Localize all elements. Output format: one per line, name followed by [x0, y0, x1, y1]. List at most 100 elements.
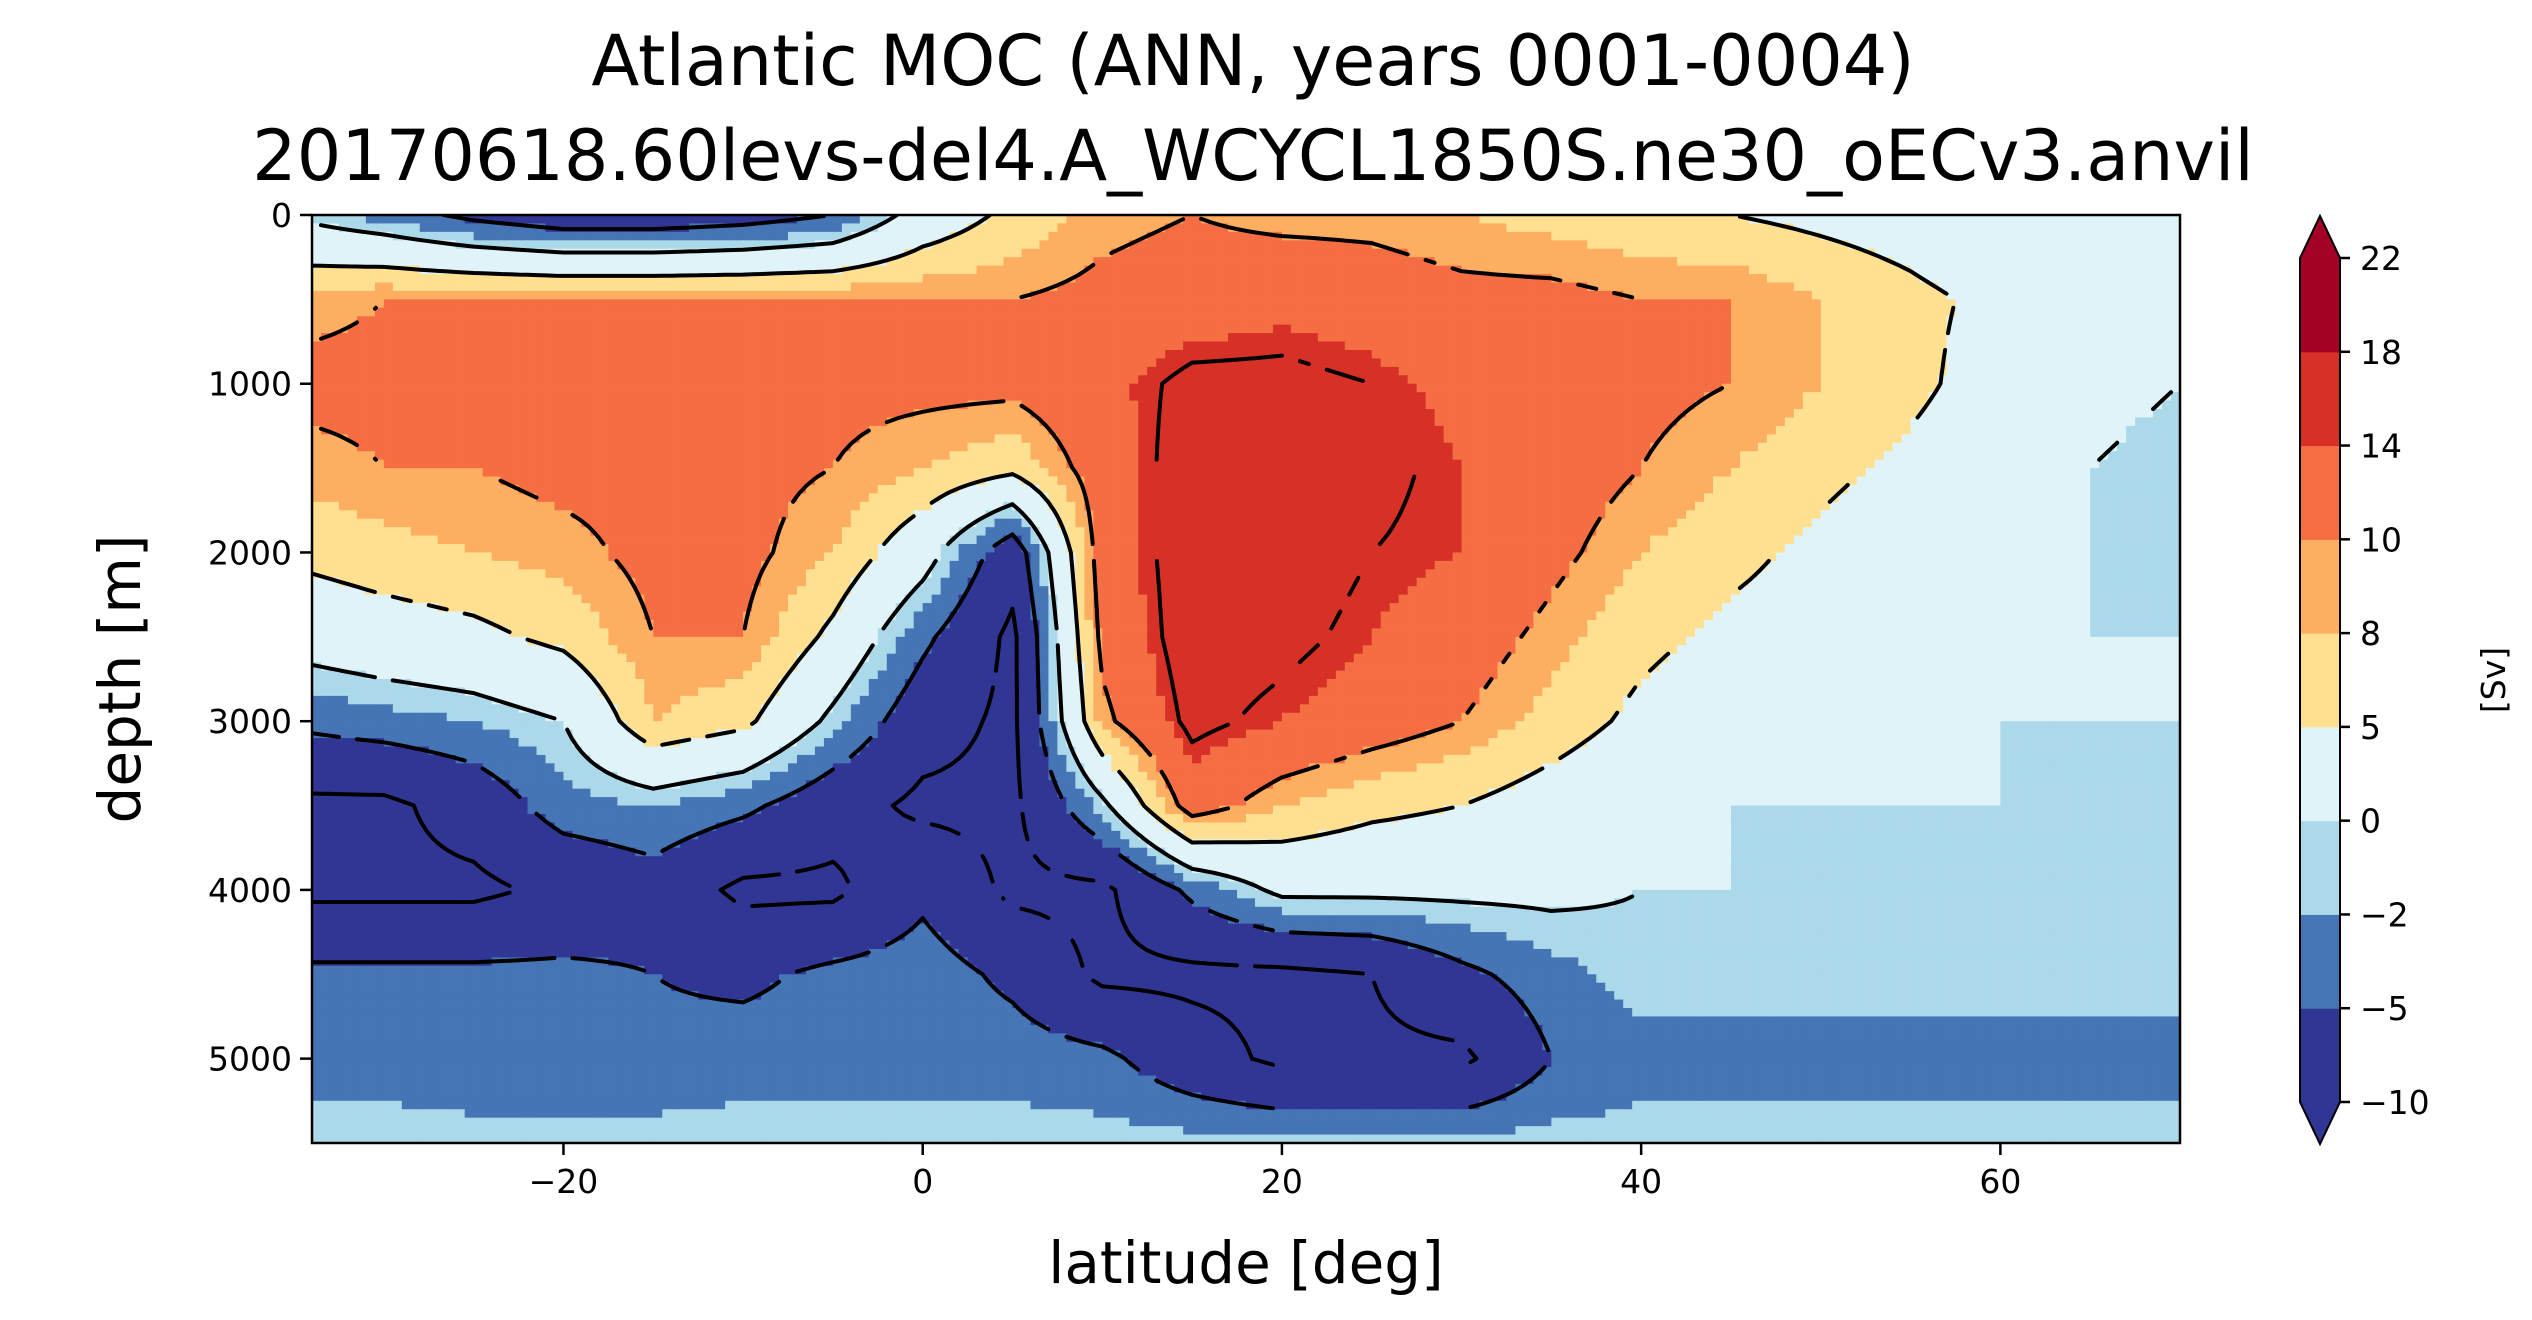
heatmap-cell — [986, 257, 996, 266]
heatmap-cell — [456, 223, 466, 232]
heatmap-cell — [1686, 257, 1696, 266]
heatmap-cell — [905, 266, 915, 275]
heatmap-cell — [1354, 282, 1364, 291]
heatmap-cell — [1210, 282, 1220, 291]
heatmap-cell — [563, 257, 573, 266]
heatmap-cell — [1327, 282, 1337, 291]
heatmap-cell — [914, 215, 924, 224]
heatmap-cell — [959, 215, 969, 224]
heatmap-cell — [2126, 282, 2136, 291]
heatmap-cell — [986, 223, 996, 232]
heatmap-cell — [1021, 249, 1031, 258]
heatmap-cell — [1246, 266, 1256, 275]
heatmap-cell — [1785, 266, 1795, 275]
heatmap-cell — [1013, 232, 1023, 241]
heatmap-cell — [1749, 223, 1759, 232]
heatmap-cell — [402, 240, 412, 249]
heatmap-cell — [2009, 215, 2019, 224]
heatmap-cell — [914, 232, 924, 241]
heatmap-cell — [1390, 232, 1400, 241]
heatmap-cell — [923, 274, 933, 283]
heatmap-cell — [1030, 257, 1040, 266]
heatmap-cell — [402, 249, 412, 258]
heatmap-cell — [1884, 215, 1894, 224]
heatmap-cell — [1273, 223, 1283, 232]
heatmap-cell — [1542, 232, 1552, 241]
heatmap-cell — [1695, 274, 1705, 283]
heatmap-cell — [1066, 232, 1076, 241]
heatmap-cell — [1300, 249, 1310, 258]
heatmap-cell — [1417, 249, 1427, 258]
heatmap-cell — [2153, 223, 2163, 232]
heatmap-cell — [653, 291, 663, 300]
heatmap-cell — [2063, 249, 2073, 258]
heatmap-cell — [779, 274, 789, 283]
heatmap-cell — [986, 266, 996, 275]
heatmap-cell — [653, 240, 663, 249]
heatmap-cell — [1767, 240, 1777, 249]
heatmap-cell — [1111, 274, 1121, 283]
heatmap-cell — [1569, 240, 1579, 249]
heatmap-cell — [752, 257, 762, 266]
heatmap-cell — [1812, 240, 1822, 249]
heatmap-cell — [1893, 232, 1903, 241]
heatmap-cell — [1991, 257, 2001, 266]
heatmap-cell — [878, 232, 888, 241]
heatmap-cell — [1749, 232, 1759, 241]
heatmap-cell — [375, 215, 385, 224]
heatmap-cell — [1372, 266, 1382, 275]
heatmap-cell — [1246, 282, 1256, 291]
heatmap-cell — [662, 266, 672, 275]
moc-figure: Atlantic MOC (ANN, years 0001-0004) 2017… — [0, 0, 2532, 1320]
heatmap-cell — [1722, 282, 1732, 291]
heatmap-cell — [2099, 257, 2109, 266]
heatmap-cell — [878, 249, 888, 258]
heatmap-cell — [1866, 240, 1876, 249]
heatmap-cell — [1830, 282, 1840, 291]
heatmap-cell — [1129, 282, 1139, 291]
heatmap-cell — [1982, 249, 1992, 258]
heatmap-cell — [1318, 274, 1328, 283]
heatmap-cell — [770, 223, 780, 232]
heatmap-cell — [438, 232, 448, 241]
heatmap-cell — [1426, 274, 1436, 283]
heatmap-cell — [1426, 282, 1436, 291]
heatmap-cell — [537, 240, 547, 249]
heatmap-cell — [554, 282, 564, 291]
heatmap-cell — [878, 240, 888, 249]
heatmap-cell — [1183, 223, 1193, 232]
heatmap-cell — [2054, 232, 2064, 241]
heatmap-cell — [932, 291, 942, 300]
heatmap-cell — [1075, 223, 1085, 232]
heatmap-cell — [312, 215, 322, 224]
heatmap-cell — [554, 240, 564, 249]
heatmap-cell — [1264, 257, 1274, 266]
heatmap-cell — [1794, 282, 1804, 291]
heatmap-cell — [1372, 282, 1382, 291]
heatmap-cell — [1659, 266, 1669, 275]
heatmap-cell — [501, 257, 511, 266]
heatmap-cell — [1021, 215, 1031, 224]
heatmap-cell — [1848, 266, 1858, 275]
heatmap-cell — [1435, 240, 1445, 249]
heatmap-cell — [644, 266, 654, 275]
heatmap-cell — [1848, 274, 1858, 283]
heatmap-cell — [905, 240, 915, 249]
heatmap-cell — [707, 282, 717, 291]
heatmap-cell — [1480, 282, 1490, 291]
heatmap-cell — [483, 223, 493, 232]
heatmap-cell — [2081, 223, 2091, 232]
heatmap-cell — [887, 291, 897, 300]
heatmap-cell — [1291, 257, 1301, 266]
heatmap-cell — [1300, 274, 1310, 283]
heatmap-cell — [1318, 282, 1328, 291]
heatmap-cell — [1210, 240, 1220, 249]
heatmap-cell — [1785, 240, 1795, 249]
heatmap-cell — [707, 291, 717, 300]
heatmap-cell — [1264, 249, 1274, 258]
heatmap-cell — [474, 249, 484, 258]
heatmap-cell — [1695, 232, 1705, 241]
heatmap-cell — [1354, 266, 1364, 275]
heatmap-cell — [1480, 223, 1490, 232]
heatmap-cell — [1506, 215, 1516, 224]
